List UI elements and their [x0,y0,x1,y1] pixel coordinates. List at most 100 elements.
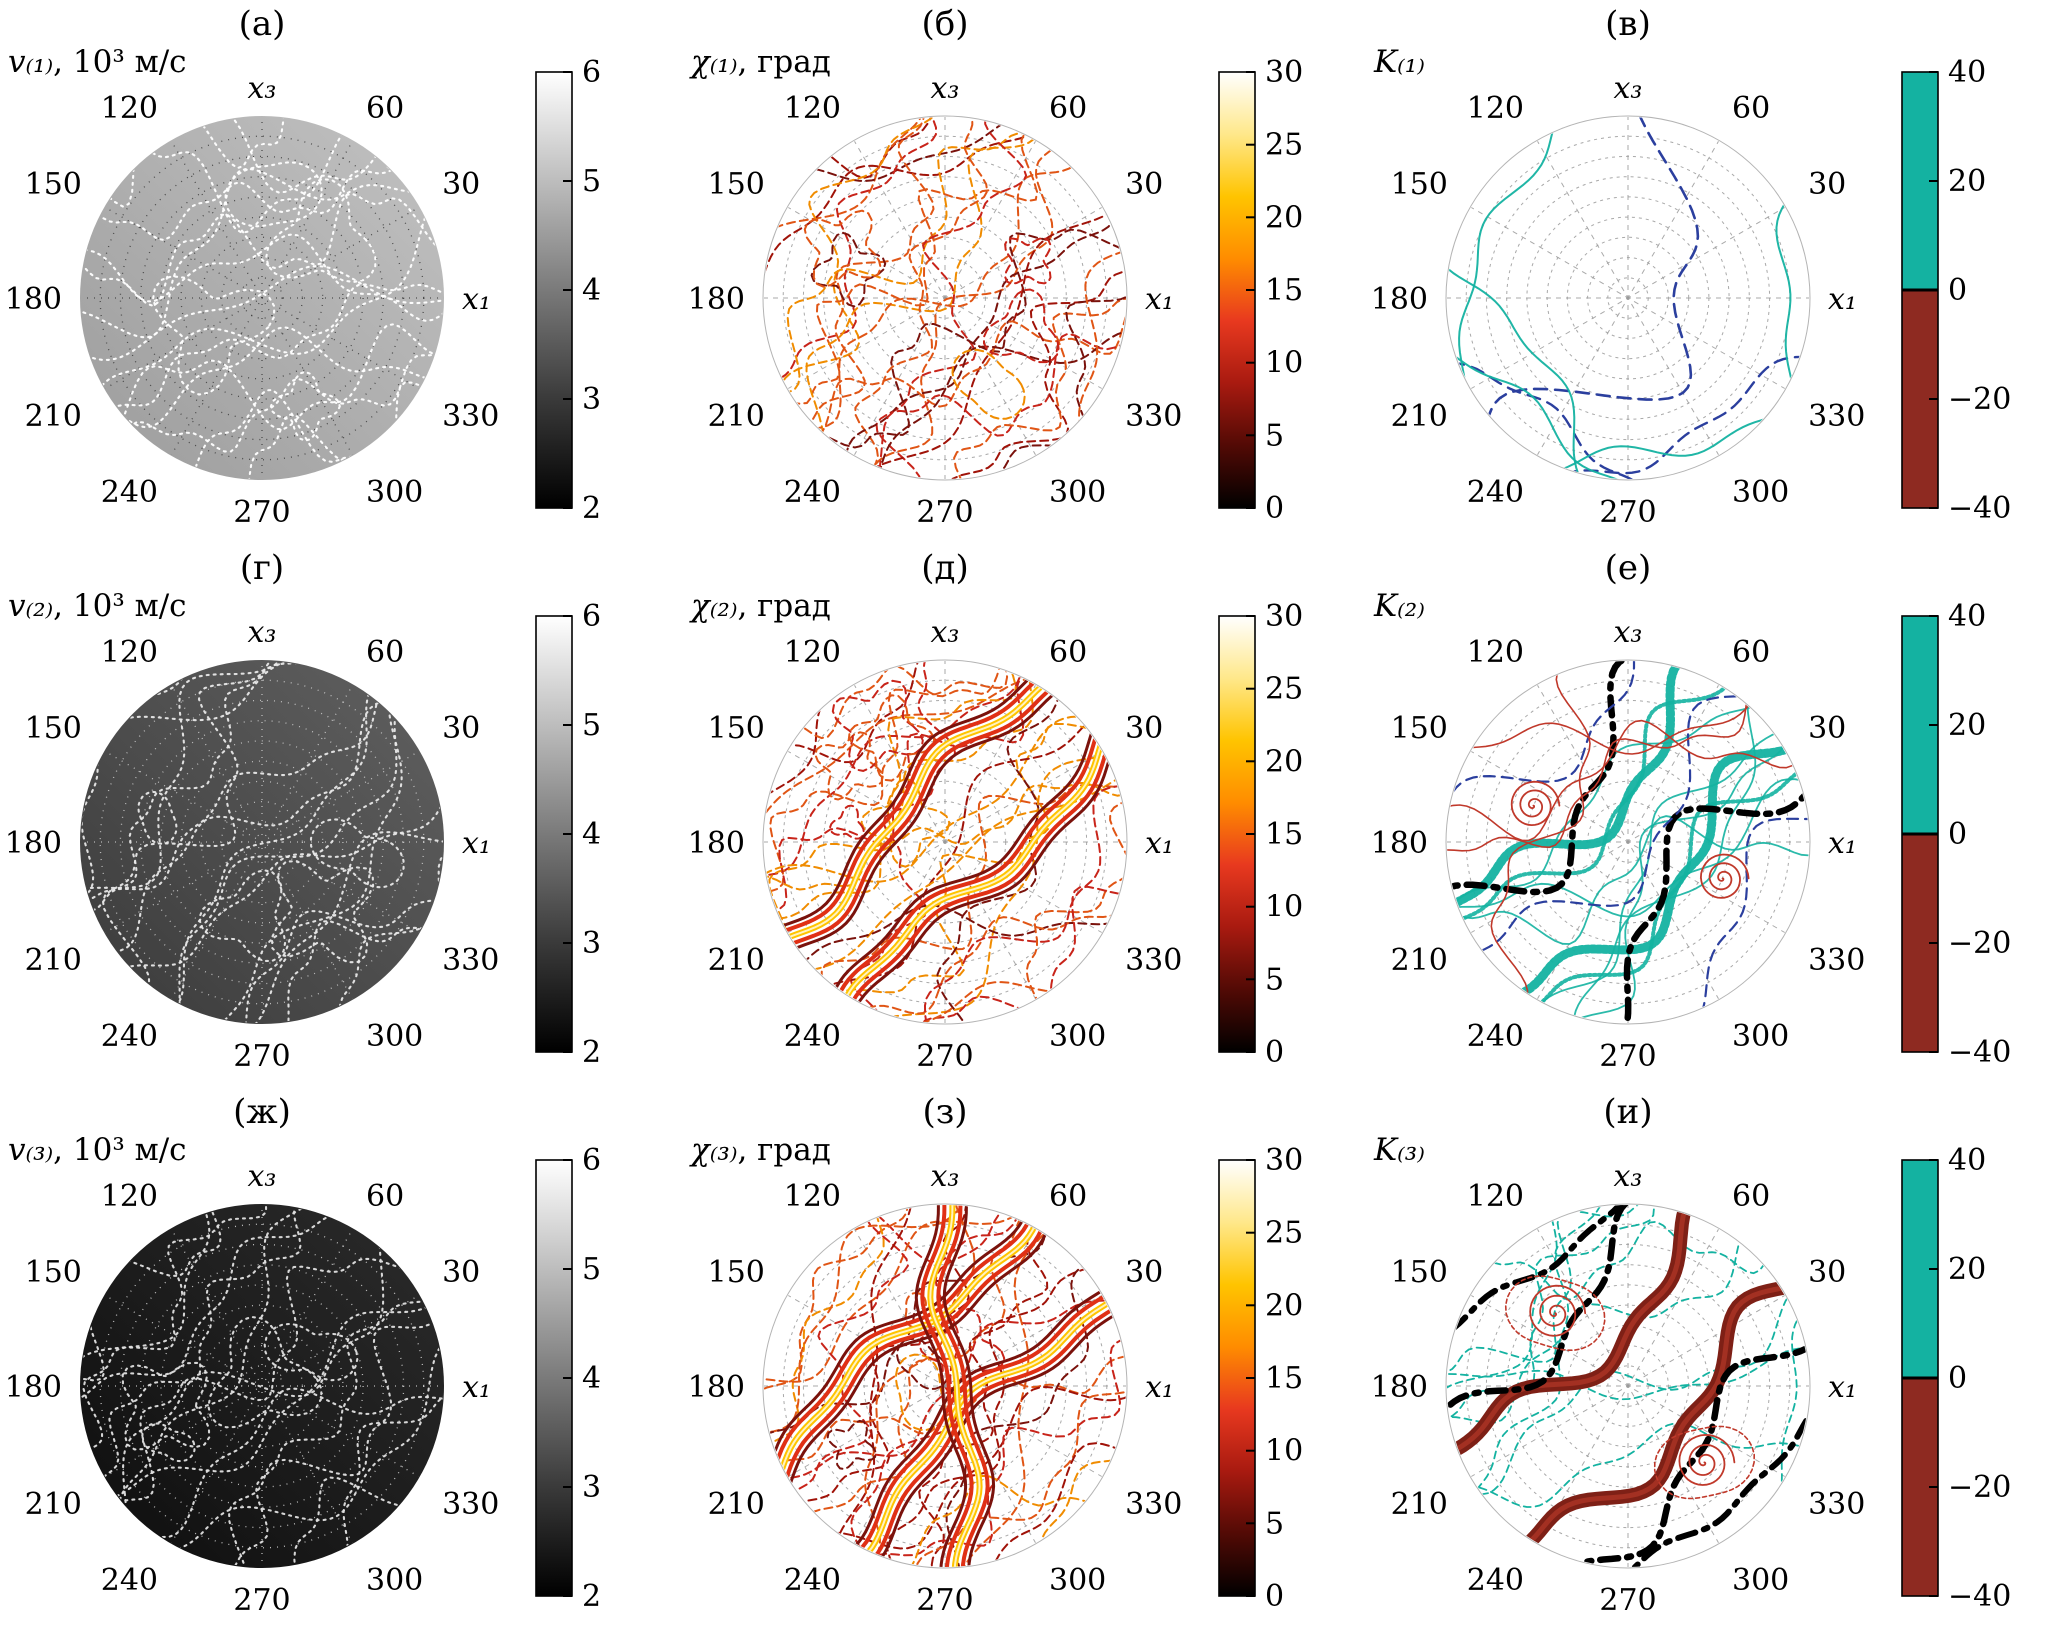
polar-grid [81,117,443,479]
angular-label-180: 180 [1371,282,1428,317]
angular-label-30: 30 [1808,167,1846,202]
angular-label-60: 60 [366,91,404,126]
angular-label-x₃: x₃ [931,615,960,650]
colorbar-tick: 5 [1265,962,1284,997]
angular-label-60: 60 [1049,1179,1087,1214]
angular-label-180: 180 [5,1370,62,1405]
panel-quantity-label: v₍₃₎, 10³ м/с [8,1132,187,1168]
colorbar-tick: 15 [1265,273,1303,308]
angular-label-120: 120 [784,1179,841,1214]
polar-grid [81,1205,443,1567]
panel-quantity-label: K₍₃₎ [1374,1132,1425,1168]
colorbar-tick: 3 [582,1470,601,1505]
angular-label-150: 150 [708,167,765,202]
colorbar-tick: 40 [1948,599,1986,634]
quantity-unit: , град [737,1132,831,1168]
angular-label-30: 30 [1808,1255,1846,1290]
colorbar-tick: 40 [1948,1143,1986,1178]
angular-label-300: 300 [1049,1563,1106,1598]
contours [764,661,1126,1023]
angular-label-300: 300 [1732,475,1789,510]
colorbar-tick: −40 [1948,491,2011,526]
colorbar-tick: 10 [1265,346,1303,381]
angular-label-x₃: x₃ [248,615,277,650]
angular-labels: x₁ 30 60 x₃ 120 150 180 210 240 270 300 330 [688,1159,1183,1618]
angular-label-x₃: x₃ [248,1159,277,1194]
angular-label-210: 210 [1391,399,1448,434]
colorbar-tick: 3 [582,926,601,961]
angular-label-270: 270 [1599,495,1656,530]
panel-quantity-label: χ₍₁₎, град [691,44,831,80]
colorbar-tick: 30 [1265,1143,1303,1178]
colorbar-tick: −20 [1948,926,2011,961]
colorbar-tick: 5 [1265,1506,1284,1541]
panel-tag: (д) [921,548,969,588]
angular-label-150: 150 [708,1255,765,1290]
polar-plot-b: x₁3060x₃12015018021024027030033030252015… [688,55,1303,530]
colorbar-tick: 0 [1948,273,1967,308]
angular-label-300: 300 [366,475,423,510]
colorbar: 30 25 20 15 10 5 0 [1218,55,1303,526]
colorbar-tick: 20 [1265,200,1303,235]
angular-label-330: 330 [1125,399,1182,434]
angular-label-150: 150 [25,1255,82,1290]
angular-label-240: 240 [1467,1563,1524,1598]
angular-label-330: 330 [1125,943,1182,978]
colorbar-tick: 20 [1265,1288,1303,1323]
angular-label-x₁: x₁ [1828,1370,1857,1405]
angular-label-150: 150 [25,167,82,202]
colorbar-tick: 0 [1265,491,1284,526]
angular-label-240: 240 [784,475,841,510]
angular-label-x₁: x₁ [462,826,491,861]
colorbar-tick: 25 [1265,672,1303,707]
colorbar: 40 20 0 −20 −40 [1901,599,2011,1070]
angular-labels: x₁ 30 60 x₃ 120 150 180 210 240 270 300 330 [1371,1159,1866,1618]
colorbar-tick: 5 [582,708,601,743]
colorbar-tick: 0 [1265,1035,1284,1070]
polar-plot-e: x₁ 30 60 x₃ 120 150 180 210 240 270 300 330 40 20 0 −20… [1371,599,2012,1074]
angular-label-330: 330 [442,943,499,978]
quantity-symbol: χ₍₂₎ [691,588,738,624]
angular-label-210: 210 [708,1487,765,1522]
angular-label-120: 120 [1467,91,1524,126]
panel-g: x₁ 30 60 x₃ 120 150 180 210 240 270 300 330 6 5 4 3 2 (г)… [0,544,683,1088]
quantity-symbol: χ₍₃₎ [691,1132,738,1168]
panel-z: x₁ 30 60 x₃ 120 150 180 210 240 270 300 330 30 25 20 15… [683,1088,1366,1632]
angular-label-330: 330 [1125,1487,1182,1522]
polar-plot-i: x₁ 30 60 x₃ 120 150 180 210 240 270 300 330 40 20 0 −20… [1371,1143,2012,1618]
colorbar-tick: 15 [1265,817,1303,852]
angular-label-270: 270 [916,495,973,530]
panel-a: x₁ 30 60 x₃ 120 150 180 210 240 270 300 330 6 5 4 3 2 (а)… [0,0,683,544]
angular-label-150: 150 [25,711,82,746]
angular-label-120: 120 [101,1179,158,1214]
colorbar: 30 25 20 15 10 5 0 [1218,1143,1303,1614]
quantity-symbol: K₍₂₎ [1374,588,1425,624]
colorbar-tick: 4 [582,1361,601,1396]
angular-label-x₁: x₁ [1145,826,1174,861]
colorbar: 6 5 4 3 2 [535,599,601,1070]
angular-label-60: 60 [1049,635,1087,670]
panel-i: x₁ 30 60 x₃ 120 150 180 210 240 270 300 330 40 20 0 −20… [1366,1088,2049,1632]
angular-label-30: 30 [1125,1255,1163,1290]
panel-d: x₁ 30 60 x₃ 120 150 180 210 240 270 300 330 30 25 20 15… [683,544,1366,1088]
panel-tag: (е) [1604,548,1652,588]
quantity-symbol: χ₍₁₎ [691,44,738,80]
panel-quantity-label: K₍₁₎ [1374,44,1425,80]
colorbar-tick: 20 [1948,1252,1986,1287]
colorbar: 6 5 4 3 2 [535,1143,601,1614]
angular-label-x₃: x₃ [1614,615,1643,650]
panel-quantity-label: v₍₁₎, 10³ м/с [8,44,187,80]
colorbar-tick: 10 [1265,1434,1303,1469]
angular-label-330: 330 [1808,943,1865,978]
colorbar-tick: 20 [1265,744,1303,779]
colorbar: 40 20 0 −20 −40 [1901,1143,2011,1614]
polar-plot-c: x₁ 30 60 x₃ 120 150 180 210 240 270 300 330 40 20 0 −20… [1371,55,2012,530]
polar-grid [81,661,443,1023]
quantity-symbol: v₍₁₎ [8,44,54,80]
angular-label-x₃: x₃ [1614,1159,1643,1194]
angular-label-330: 330 [1808,399,1865,434]
angular-label-x₁: x₁ [1828,282,1857,317]
angular-label-120: 120 [784,635,841,670]
angular-label-150: 150 [1391,1255,1448,1290]
colorbar-tick: −40 [1948,1035,2011,1070]
